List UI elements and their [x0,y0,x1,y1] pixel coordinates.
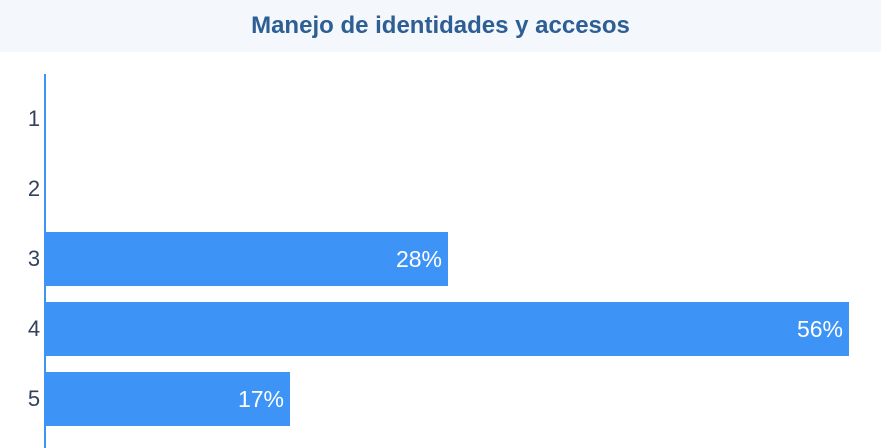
y-tick-label-1: 1 [27,106,41,131]
bar-value-label-3: 28% [395,246,442,272]
y-tick-label-4: 4 [27,316,41,341]
title-header: Manejo de identidades y accesos [0,0,881,52]
y-tick-label-2: 2 [27,176,41,201]
y-tick-label-3: 3 [27,246,41,271]
y-tick-label-5: 5 [27,386,41,411]
bar-value-label-4: 56% [796,316,843,342]
chart-title: Manejo de identidades y accesos [251,12,630,39]
bar-4: 56% [46,302,849,356]
bar-value-label-5: 17% [237,386,284,412]
bar-5: 17% [46,372,290,426]
y-axis-line [44,74,46,448]
bar-3: 28% [46,232,448,286]
